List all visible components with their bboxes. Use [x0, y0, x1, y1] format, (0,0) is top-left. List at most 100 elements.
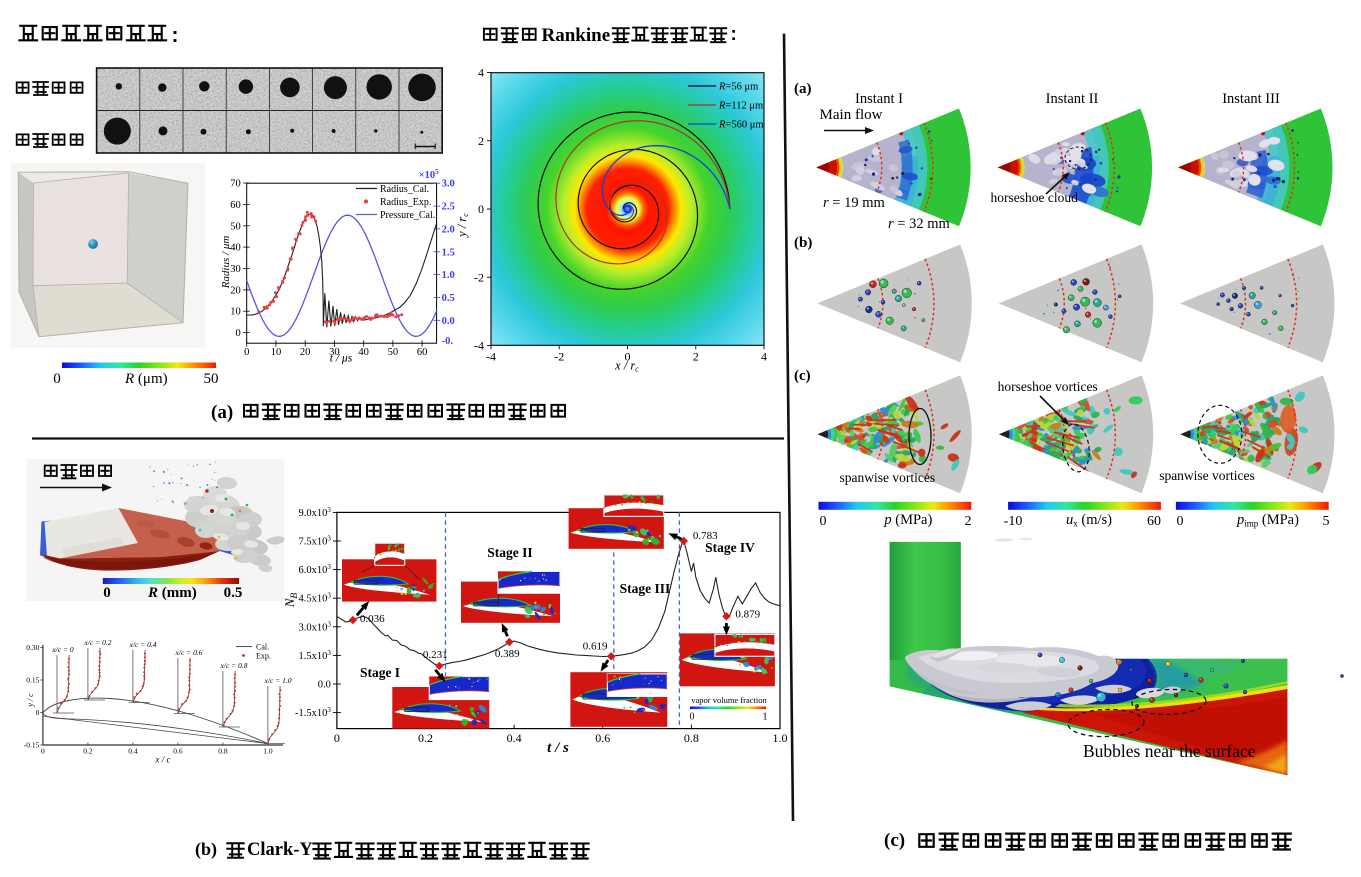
- svg-text:horseshoe cloud: horseshoe cloud: [991, 190, 1079, 205]
- svg-text:50: 50: [230, 221, 241, 232]
- svg-text:1.0: 1.0: [773, 731, 788, 745]
- svg-text:t / s: t / s: [547, 740, 569, 756]
- svg-text:NB: NB: [282, 593, 300, 609]
- svg-text:Clark-Y: Clark-Y: [247, 840, 313, 860]
- svg-text:0: 0: [36, 708, 40, 717]
- svg-text:y / c: y / c: [26, 693, 35, 708]
- svg-text:0.30: 0.30: [26, 643, 39, 652]
- svg-text:R=560 μm: R=560 μm: [718, 120, 764, 131]
- svg-text:2.5: 2.5: [442, 202, 455, 213]
- svg-text:(c): (c): [794, 368, 811, 384]
- svg-text:3.0: 3.0: [442, 179, 455, 190]
- svg-text:Rankine: Rankine: [542, 25, 611, 46]
- svg-text:40: 40: [230, 243, 241, 254]
- svg-text:6.0x103: 6.0x103: [299, 563, 332, 576]
- svg-text:0.619: 0.619: [583, 640, 608, 652]
- svg-text:0.783: 0.783: [693, 530, 718, 542]
- svg-text:10: 10: [271, 347, 282, 358]
- svg-text:-0.: -0.: [442, 336, 454, 347]
- svg-text:0: 0: [235, 328, 240, 339]
- svg-text:0: 0: [478, 202, 484, 216]
- svg-text:0: 0: [53, 371, 61, 387]
- svg-text:Radius_Cal.: Radius_Cal.: [380, 184, 429, 195]
- svg-text:0.15: 0.15: [26, 675, 39, 684]
- svg-text:x/c = 0.8: x/c = 0.8: [220, 661, 248, 670]
- svg-text:(b): (b): [794, 235, 812, 251]
- svg-text:x / c: x / c: [155, 755, 171, 765]
- svg-text:2: 2: [693, 349, 699, 363]
- svg-text:0.0: 0.0: [318, 680, 331, 691]
- svg-text:4.5x103: 4.5x103: [299, 592, 332, 605]
- svg-text::: :: [172, 24, 179, 47]
- svg-text:30: 30: [329, 347, 340, 358]
- svg-text:0.8: 0.8: [218, 747, 228, 756]
- svg-text:Stage III: Stage III: [620, 581, 671, 596]
- svg-text:t / μs: t / μs: [330, 353, 353, 365]
- svg-text:9.0x103: 9.0x103: [299, 506, 332, 519]
- svg-text:spanwise vortices: spanwise vortices: [840, 470, 936, 485]
- svg-text:vapor volume fraction: vapor volume fraction: [691, 695, 767, 705]
- svg-text:0.231: 0.231: [423, 649, 448, 661]
- svg-text:horseshoe vortices: horseshoe vortices: [998, 379, 1098, 394]
- svg-text:Stage IV: Stage IV: [705, 540, 755, 555]
- svg-text:70: 70: [230, 179, 241, 190]
- svg-text:Instant I: Instant I: [855, 91, 903, 107]
- svg-text:7.5x103: 7.5x103: [299, 534, 332, 547]
- svg-text:50: 50: [388, 347, 399, 358]
- svg-text:x/c = 0.4: x/c = 0.4: [129, 640, 157, 649]
- svg-text:x/c = 0: x/c = 0: [51, 645, 74, 654]
- svg-text:Radius_Exp.: Radius_Exp.: [380, 197, 431, 208]
- svg-text:Bubbles near the surface: Bubbles near the surface: [1083, 741, 1256, 761]
- svg-text:-2: -2: [554, 349, 564, 363]
- svg-text:0.0: 0.0: [442, 316, 455, 327]
- svg-text:5: 5: [1323, 514, 1330, 529]
- svg-text:Pressure_Cal.: Pressure_Cal.: [380, 210, 435, 221]
- svg-text:0.6: 0.6: [173, 747, 183, 756]
- svg-text:0: 0: [103, 585, 111, 601]
- svg-text:y / rc: y / rc: [455, 213, 470, 239]
- svg-text:60: 60: [230, 200, 241, 211]
- svg-text:x/c = 1.0: x/c = 1.0: [264, 676, 292, 685]
- svg-text:10: 10: [230, 307, 241, 318]
- svg-text:1.0: 1.0: [263, 747, 273, 756]
- svg-text:40: 40: [358, 347, 369, 358]
- svg-text:60: 60: [1147, 514, 1161, 529]
- svg-text:Exp.: Exp.: [256, 652, 271, 661]
- svg-text:20: 20: [230, 285, 241, 296]
- svg-text:0.389: 0.389: [495, 648, 520, 660]
- svg-text:r = 32 mm: r = 32 mm: [888, 216, 950, 232]
- svg-text:pimp (MPa): pimp (MPa): [1236, 512, 1299, 529]
- svg-text:R=112 μm: R=112 μm: [718, 101, 763, 112]
- svg-text:x / rc: x / rc: [614, 359, 639, 374]
- svg-text:Main flow: Main flow: [820, 107, 883, 123]
- svg-text:0: 0: [1177, 514, 1184, 529]
- svg-text:0.6: 0.6: [595, 731, 610, 745]
- svg-text:(a): (a): [794, 81, 812, 97]
- svg-text:(c): (c): [884, 830, 905, 851]
- svg-text:-2: -2: [474, 270, 484, 284]
- svg-text:Instant II: Instant II: [1046, 91, 1099, 107]
- svg-text:-10: -10: [1004, 514, 1023, 529]
- svg-text:Radius / μm: Radius / μm: [220, 236, 232, 290]
- svg-text:×105: ×105: [419, 168, 439, 181]
- svg-text:20: 20: [300, 347, 311, 358]
- svg-text:0.2: 0.2: [418, 731, 433, 745]
- svg-text:-4: -4: [474, 339, 484, 353]
- svg-text:1.5: 1.5: [442, 247, 455, 258]
- svg-text:2: 2: [965, 514, 972, 529]
- svg-text:3.0x103: 3.0x103: [299, 620, 332, 633]
- svg-text:spanwise vortices: spanwise vortices: [1159, 468, 1255, 483]
- svg-text:50: 50: [204, 371, 219, 387]
- svg-text:ux (m/s): ux (m/s): [1066, 512, 1112, 529]
- svg-text:-0.15: -0.15: [24, 741, 40, 750]
- svg-text:4: 4: [761, 349, 767, 363]
- svg-text:0.5: 0.5: [224, 585, 243, 601]
- svg-text:0: 0: [244, 347, 249, 358]
- svg-text:0: 0: [690, 712, 695, 723]
- svg-text:r = 19 mm: r = 19 mm: [823, 195, 885, 211]
- svg-text:Stage I: Stage I: [360, 665, 400, 680]
- svg-text:-1.5x103: -1.5x103: [295, 706, 331, 719]
- svg-text:1.5x103: 1.5x103: [299, 649, 332, 662]
- svg-text:Stage II: Stage II: [487, 545, 532, 560]
- svg-text:Instant III: Instant III: [1222, 91, 1280, 107]
